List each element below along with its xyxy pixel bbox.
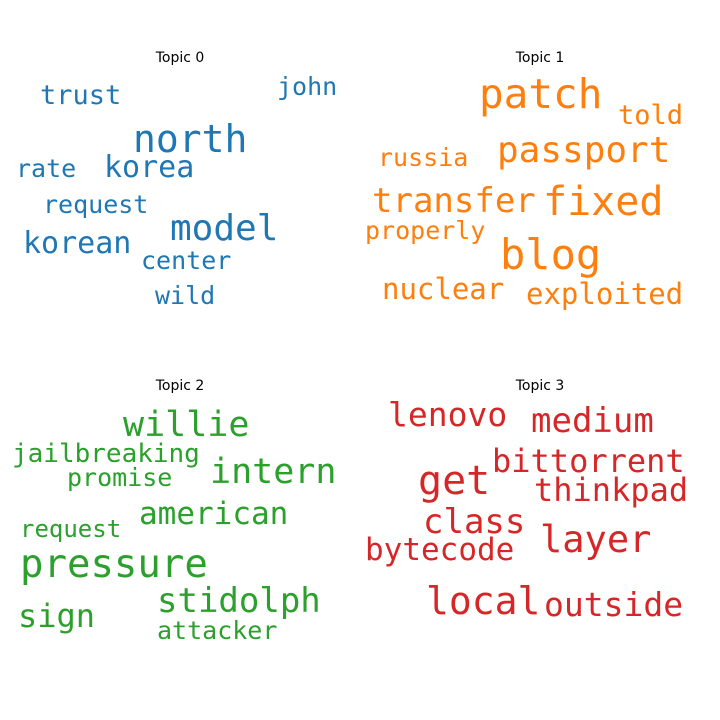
word: request [43, 190, 149, 219]
word: medium [531, 401, 654, 441]
topic-3-title: Topic 3 [515, 378, 565, 394]
word: promise [67, 463, 173, 492]
word: willie [123, 405, 250, 445]
word: patch [479, 70, 603, 118]
word: jailbreaking [12, 439, 200, 469]
word: wild [155, 281, 216, 310]
word: class [423, 502, 526, 542]
word: john [277, 72, 338, 101]
word: fixed [543, 179, 664, 225]
word: thinkpad [534, 471, 689, 509]
word: passport [497, 130, 671, 171]
word: blog [500, 230, 602, 279]
word: trust [40, 80, 122, 111]
word: north [133, 117, 248, 161]
word: local [426, 579, 541, 623]
word: request [20, 515, 122, 543]
word: russia [378, 143, 469, 172]
word: stidolph [157, 581, 321, 621]
word: intern [210, 452, 337, 492]
topic-1-panel: Topic 1 patch passport fixed blog transf… [360, 0, 720, 360]
topic-2-title: Topic 2 [155, 378, 205, 394]
word: attacker [157, 616, 278, 645]
word: transfer [372, 181, 536, 221]
word: outside [544, 585, 684, 624]
topic-0-title: Topic 0 [155, 50, 205, 66]
word: sign [18, 597, 96, 635]
word: lenovo [388, 395, 508, 434]
topic-0-panel: Topic 0 north model korea korean trust j… [0, 0, 360, 360]
topic-2-panel: Topic 2 willie intern pressure stidolph … [0, 328, 360, 688]
word: bittorrent [492, 442, 685, 480]
word: told [618, 100, 684, 131]
word: pressure [20, 542, 208, 587]
topic-1-title: Topic 1 [515, 50, 565, 66]
word: get [418, 458, 491, 504]
word: korea [104, 150, 195, 185]
word: layer [540, 518, 652, 561]
word: center [141, 246, 232, 275]
word: korean [23, 226, 132, 261]
word: nuclear [382, 272, 505, 306]
word: model [170, 208, 279, 249]
word: bytecode [365, 532, 515, 568]
word: properly [365, 216, 486, 245]
topic-3-panel: Topic 3 lenovo medium bittorrent get thi… [360, 328, 720, 688]
word: rate [16, 154, 77, 183]
word: exploited [526, 277, 684, 311]
word: american [139, 496, 289, 532]
